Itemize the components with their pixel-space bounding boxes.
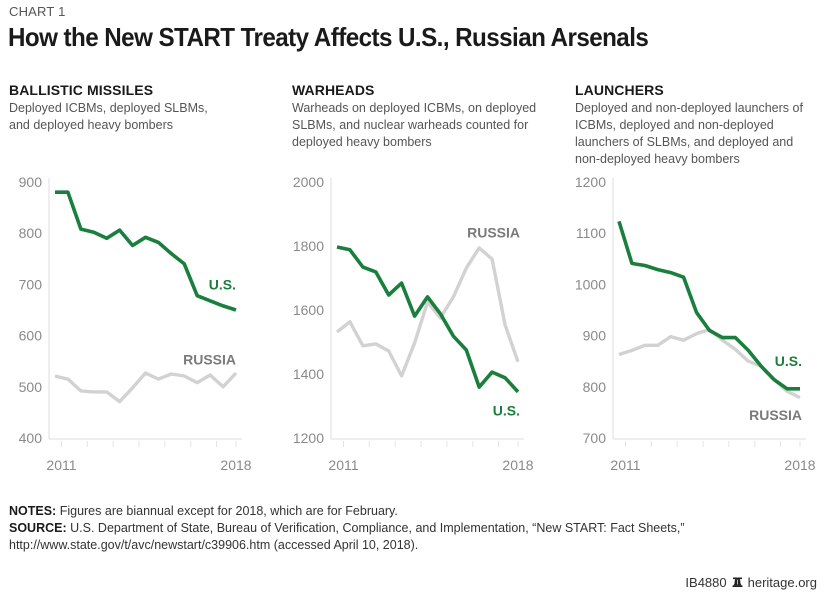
- y-tick-label: 2000: [293, 174, 324, 190]
- source-label: SOURCE:: [9, 521, 67, 535]
- y-tick-label: 600: [19, 328, 43, 344]
- subtitle-line: launchers of SLBMs, and deployed and: [575, 135, 794, 149]
- panel-subtitle: Deployed ICBMs, deployed SLBMs, and depl…: [9, 100, 269, 134]
- notes-line: NOTES: Figures are biannual except for 2…: [9, 503, 819, 520]
- series-label-russia: RUSSIA: [749, 407, 802, 423]
- series-line-us: [617, 220, 800, 391]
- y-tick-label: 400: [19, 430, 43, 446]
- series-label-russia: RUSSIA: [467, 225, 520, 241]
- source-text: U.S. Department of State, Bureau of Veri…: [9, 521, 685, 552]
- y-tick-label: 800: [583, 379, 607, 395]
- panel-header-ballistic-missiles: BALLISTIC MISSILES Deployed ICBMs, deplo…: [9, 82, 269, 134]
- subtitle-line: Deployed and non-deployed launchers of: [575, 101, 803, 115]
- line-chart-launchers: 700 800 900 1000 1100 1200 2011 2018 U.S. RUSSIA: [575, 174, 816, 473]
- site-name: heritage.org: [747, 575, 817, 590]
- x-tick-label: 2018: [502, 457, 533, 473]
- footer-credit: IB4880 heritage.org: [685, 575, 817, 590]
- report-code: IB4880: [685, 575, 727, 590]
- y-tick-label: 1200: [575, 174, 606, 190]
- y-tick-label: 1200: [293, 430, 324, 446]
- y-tick-label: 1600: [293, 302, 324, 318]
- line-chart-warheads: 1200 1400 1600 1800 2000 2011 2018 RUSSIA U.S.: [293, 174, 534, 473]
- subtitle-line: Deployed ICBMs, deployed SLBMs,: [9, 101, 208, 115]
- subtitle-line: ICBMs, deployed and non-deployed: [575, 118, 774, 132]
- y-tick-label: 900: [19, 174, 43, 190]
- y-tick-label: 1800: [293, 238, 324, 254]
- panel-header-launchers: LAUNCHERS Deployed and non-deployed laun…: [575, 82, 825, 168]
- notes-text: Figures are biannual except for 2018, wh…: [56, 504, 398, 518]
- y-tick-label: 1000: [575, 276, 606, 292]
- panel-subtitle: Warheads on deployed ICBMs, on deployed …: [292, 100, 552, 151]
- y-tick-label: 700: [583, 430, 607, 446]
- y-tick-label: 800: [19, 225, 43, 241]
- panel-title: WARHEADS: [292, 82, 375, 98]
- panel-title: BALLISTIC MISSILES: [9, 82, 154, 98]
- panel-title: LAUNCHERS: [575, 82, 664, 98]
- panel-header-warheads: WARHEADS Warheads on deployed ICBMs, on …: [292, 82, 552, 151]
- x-tick-label: 2011: [328, 457, 358, 473]
- chart-kicker: CHART 1: [9, 4, 66, 19]
- series-label-us: U.S.: [775, 353, 802, 369]
- y-tick-label: 700: [19, 276, 43, 292]
- x-tick-label: 2011: [610, 457, 640, 473]
- y-tick-label: 900: [583, 328, 607, 344]
- x-tick-label: 2018: [220, 457, 251, 473]
- x-tick-label: 2018: [784, 457, 815, 473]
- series-line-russia: [54, 371, 238, 404]
- series-label-russia: RUSSIA: [183, 352, 236, 368]
- panel-subtitle: Deployed and non-deployed launchers of I…: [575, 100, 825, 168]
- y-tick-label: 1400: [293, 366, 324, 382]
- series-label-us: U.S.: [493, 402, 520, 418]
- notes-label: NOTES:: [9, 504, 57, 518]
- subtitle-line: deployed heavy bombers: [292, 135, 432, 149]
- subtitle-line: Warheads on deployed ICBMs, on deployed: [292, 101, 537, 115]
- x-tick-label: 2011: [46, 457, 76, 473]
- liberty-bell-icon: [732, 577, 743, 588]
- subtitle-line: and deployed heavy bombers: [9, 118, 174, 132]
- chart-title: How the New START Treaty Affects U.S., R…: [8, 22, 649, 52]
- series-label-us: U.S.: [209, 276, 236, 292]
- series-line-us: [336, 245, 520, 394]
- subtitle-line: non-deployed heavy bombers: [575, 152, 740, 166]
- series-line-us: [55, 190, 237, 312]
- notes-block: NOTES: Figures are biannual except for 2…: [9, 503, 819, 554]
- y-tick-label: 1100: [576, 225, 606, 241]
- series-line-russia: [335, 246, 520, 378]
- series-line-russia: [618, 327, 801, 400]
- subtitle-line: SLBMs, and nuclear warheads counted for: [292, 118, 529, 132]
- source-line: SOURCE: U.S. Department of State, Bureau…: [9, 520, 819, 554]
- y-tick-label: 500: [19, 379, 43, 395]
- line-chart-ballistic-missiles: 400 500 600 700 800 900 2011 2018 U.S. RUSSIA: [19, 174, 252, 473]
